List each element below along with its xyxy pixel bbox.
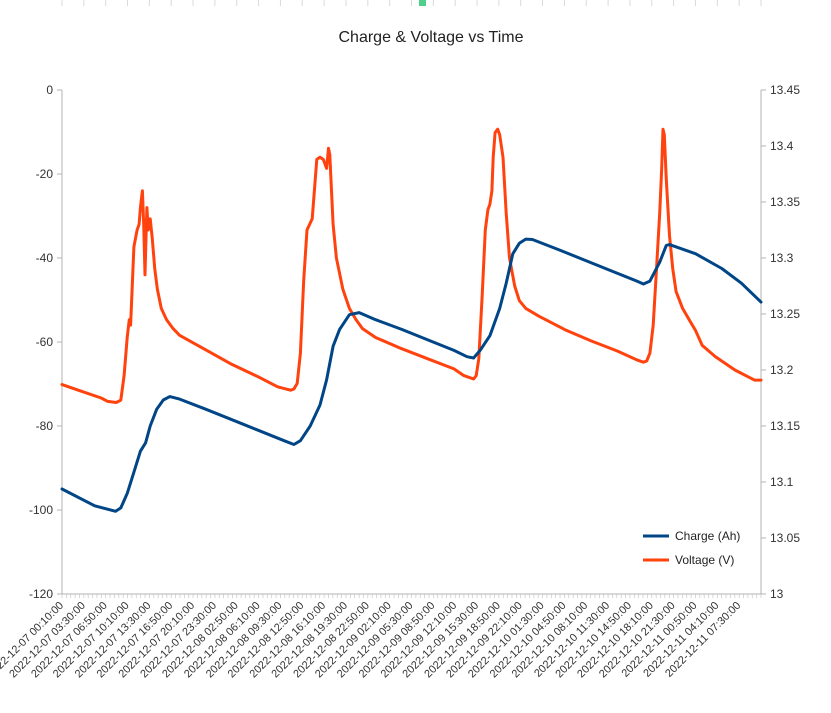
y-left-tick-label: -40 <box>36 251 54 265</box>
y-right-tick-label: 13.3 <box>770 251 794 265</box>
y-left-tick-label: -80 <box>36 419 54 433</box>
y-right-tick-label: 13.2 <box>770 363 794 377</box>
legend-label-charge: Charge (Ah) <box>675 529 740 543</box>
spreadsheet-header-strip <box>0 0 831 6</box>
y-left-tick-label: -20 <box>36 167 54 181</box>
y-left-tick-label: -120 <box>29 587 53 601</box>
y-left-tick-label: -100 <box>29 503 53 517</box>
y-left-tick-label: 0 <box>46 83 53 97</box>
y-right-tick-label: 13.1 <box>770 475 794 489</box>
y-axis-right: 13.45 13.4 13.35 13.3 13.25 13.2 13.15 13.1 13.0… <box>761 83 800 601</box>
y-axis-left: 0 -20 -40 -60 -80 -100 -120 <box>29 83 62 601</box>
y-right-tick-label: 13.15 <box>770 419 800 433</box>
y-right-tick-label: 13.05 <box>770 531 800 545</box>
column-selection-marker <box>419 0 426 6</box>
y-left-tick-label: -60 <box>36 335 54 349</box>
legend: Charge (Ah) Voltage (V) <box>643 529 740 567</box>
y-right-tick-label: 13.35 <box>770 195 800 209</box>
chart-title: Charge & Voltage vs Time <box>339 29 524 46</box>
y-right-tick-label: 13 <box>770 587 784 601</box>
series-line-charge <box>60 237 763 513</box>
y-right-tick-label: 13.25 <box>770 307 800 321</box>
legend-label-voltage: Voltage (V) <box>675 553 734 567</box>
y-right-tick-label: 13.45 <box>770 83 800 97</box>
y-right-tick-label: 13.4 <box>770 139 794 153</box>
gridlines <box>61 0 762 6</box>
